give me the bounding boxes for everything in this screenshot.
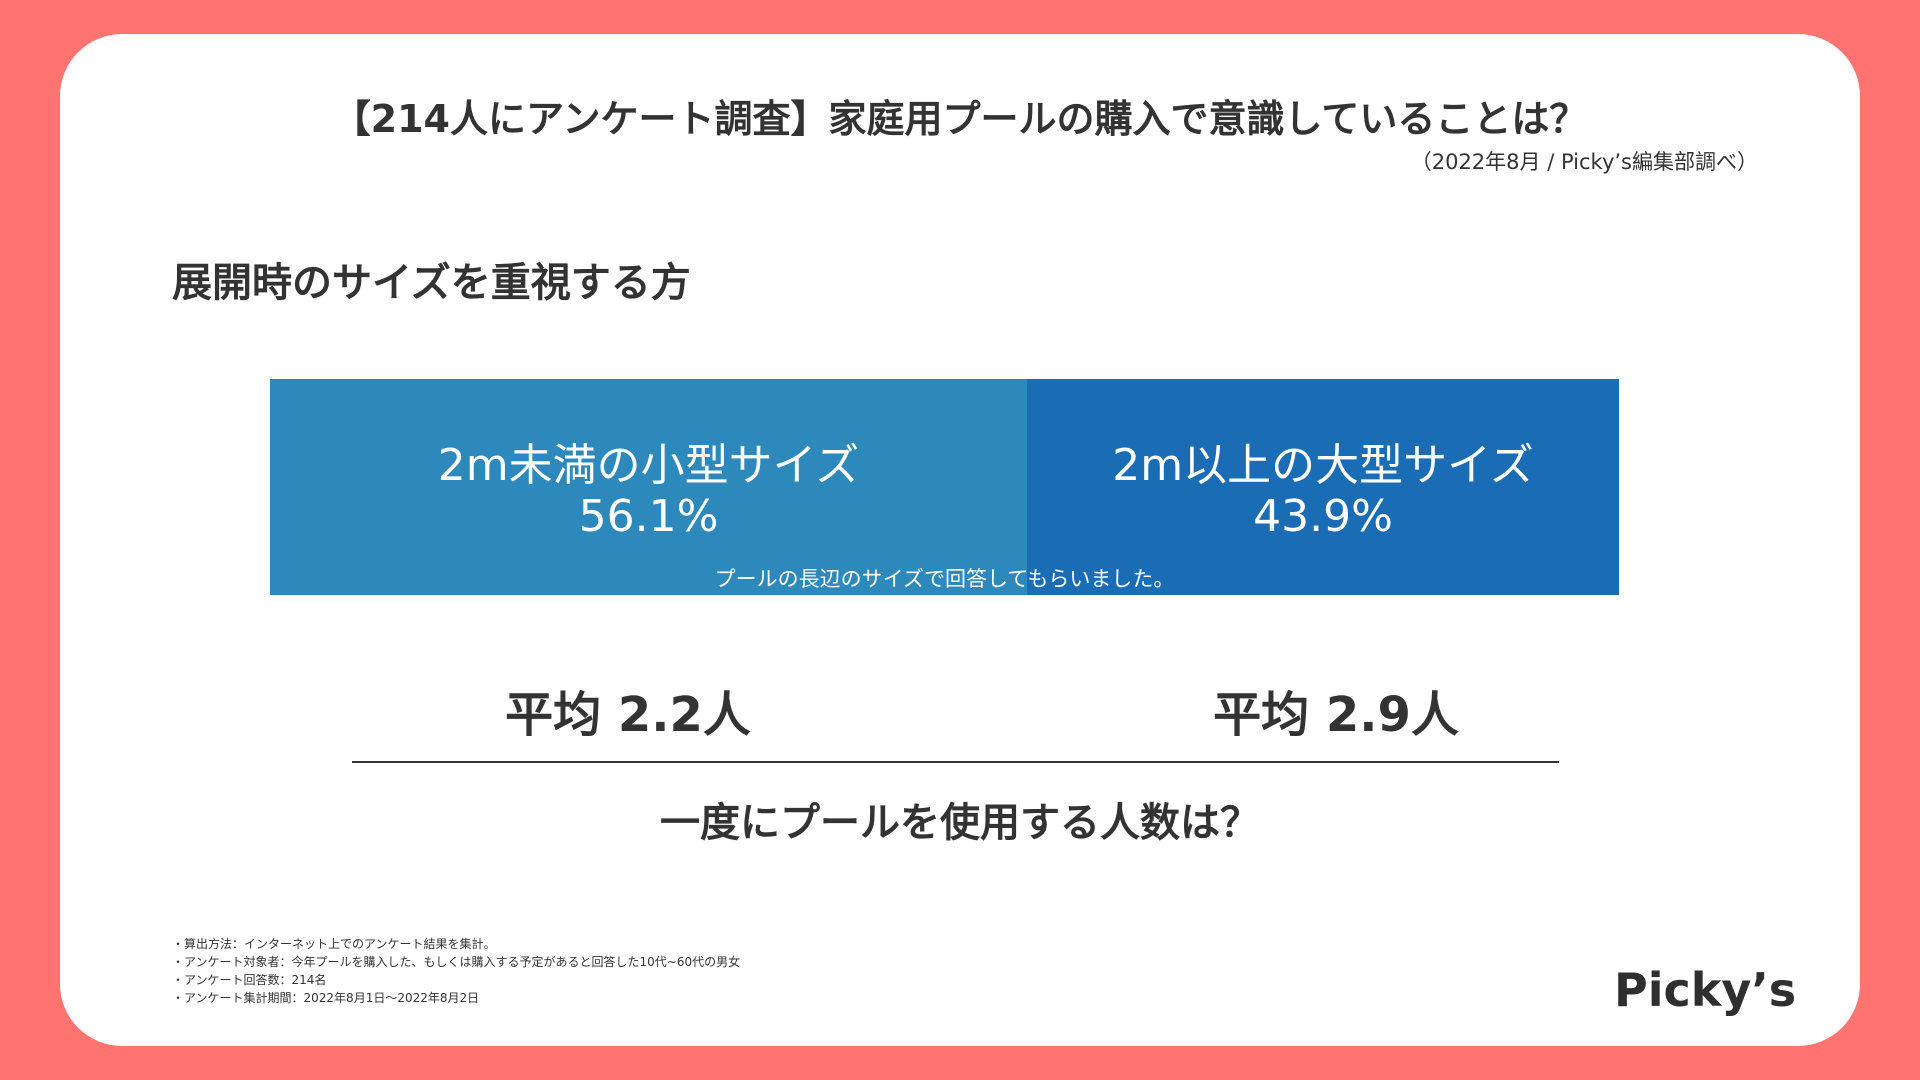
category-label-large: 2m以上の大型サイズ: [1112, 440, 1534, 491]
chart-subtitle: 展開時のサイズを重視する方: [172, 260, 691, 306]
bar-annotation: プールの長辺のサイズで回答してもらいました。: [714, 567, 1175, 591]
note-target: ・アンケート対象者：今年プールを購入した、もしくは購入する予定があると回答した1…: [172, 955, 741, 969]
page-title: 【214人にアンケート調査】家庭用プールの購入で意識していることは？: [332, 97, 1588, 141]
average-small: 平均 2.2人: [505, 687, 751, 743]
bar-segment-large: 2m以上の大型サイズ 43.9%: [1027, 379, 1619, 595]
pickys-logo: Picky’s: [1614, 963, 1797, 1017]
note-count: ・アンケート回答数：214名: [172, 973, 327, 987]
note-method: ・算出方法：インターネット上でのアンケート結果を集計。: [172, 937, 496, 951]
value-label-small: 56.1%: [578, 491, 719, 542]
average-question: 一度にプールを使用する人数は？: [660, 800, 1260, 846]
bar-segment-small: 2m未満の小型サイズ 56.1%: [270, 379, 1027, 595]
survey-notes: ・算出方法：インターネット上でのアンケート結果を集計。 ・アンケート対象者：今年…: [172, 935, 740, 1007]
stacked-bar-chart: 2m未満の小型サイズ 56.1% 2m以上の大型サイズ 43.9% プールの長辺…: [270, 379, 1619, 595]
value-label-large: 43.9%: [1253, 491, 1393, 542]
survey-source: （2022年8月 / Picky’s編集部調べ）: [1410, 150, 1758, 174]
note-period: ・アンケート集計期間：2022年8月1日～2022年8月2日: [172, 991, 480, 1005]
category-label-small: 2m未満の小型サイズ: [437, 440, 860, 491]
average-large: 平均 2.9人: [1213, 687, 1459, 743]
divider-line: [352, 761, 1559, 763]
